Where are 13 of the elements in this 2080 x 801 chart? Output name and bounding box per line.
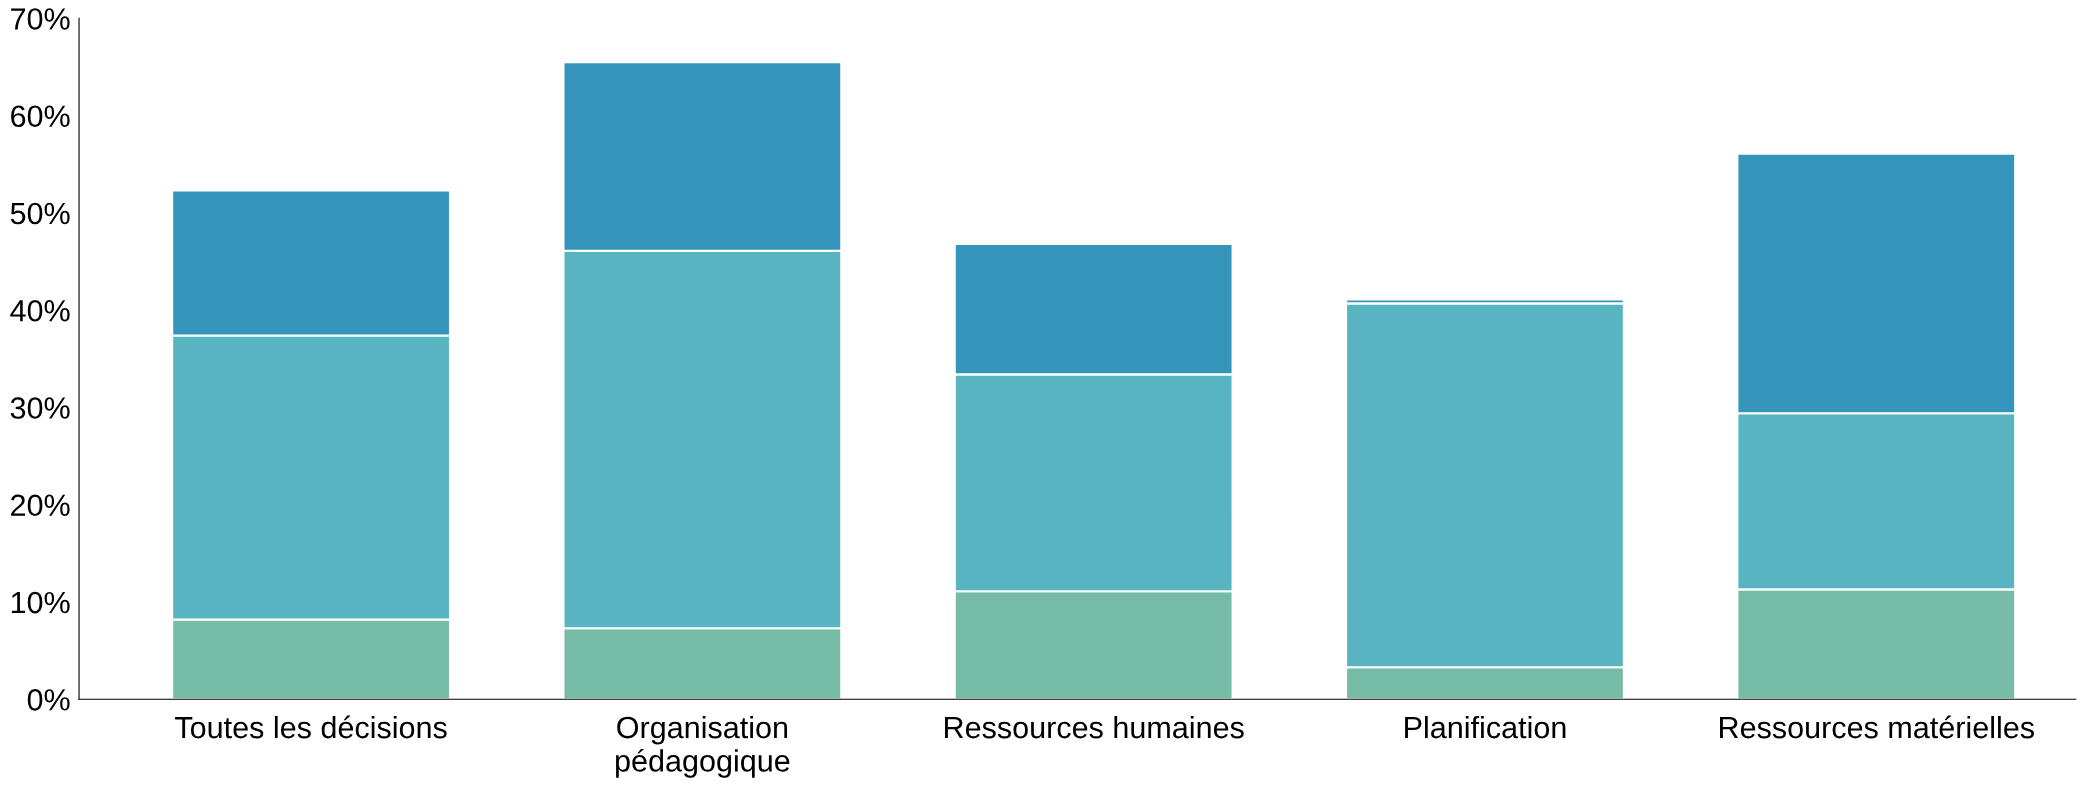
x-tick-label: Organisation pédagogique (616, 715, 790, 778)
y-tick-label: 60% (11, 105, 70, 128)
x-tick-label: Ressources humaines (945, 715, 1244, 739)
y-tick-label: 70% (11, 8, 70, 30)
x-tick-label: Planification (1405, 715, 1566, 739)
y-tick-label: 40% (10, 299, 70, 322)
y-tick-label: 0% (27, 689, 70, 711)
y-tick-label: 50% (10, 202, 70, 225)
x-tick-label: Toutes les décisions (175, 715, 447, 739)
x-tick-label: Ressources matérielles (1720, 715, 2034, 739)
y-tick-label: 10% (11, 591, 70, 614)
y-tick-label: 20% (11, 494, 70, 517)
y-tick-label: 30% (10, 397, 70, 419)
